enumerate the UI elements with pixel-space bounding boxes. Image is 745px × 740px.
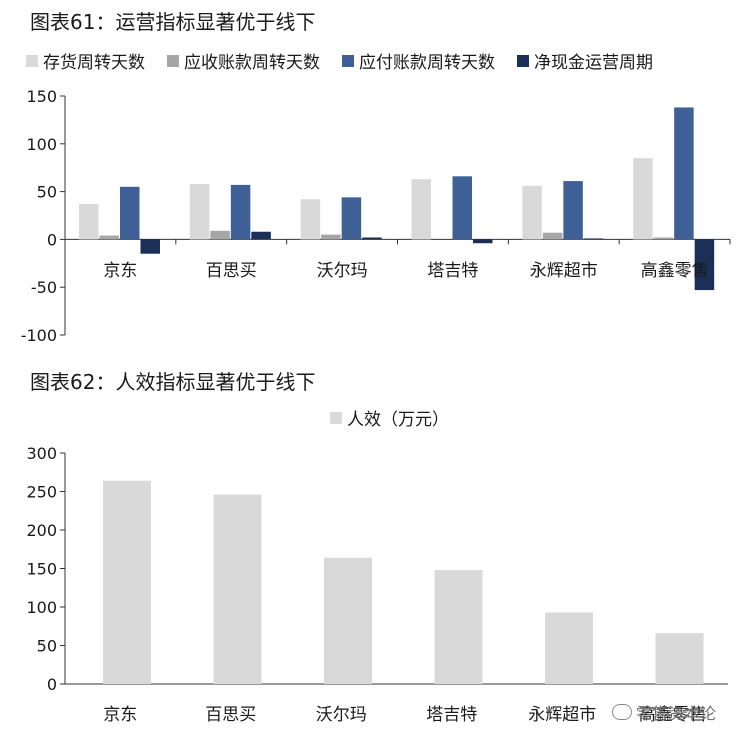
y-tick-label: 150	[26, 560, 57, 579]
bar-cash-cycle-4	[473, 239, 493, 244]
legend-swatch-payable-days	[342, 54, 354, 67]
bar-receivable-days-3	[321, 234, 341, 240]
watermark: 零售资本论	[612, 700, 716, 724]
bar-inventory-days-4	[411, 179, 431, 240]
bar-receivable-days-1	[99, 235, 119, 240]
bar-per-capita-2	[213, 494, 262, 684]
bar-receivable-days-2	[210, 230, 230, 240]
y-tick-label: 150	[26, 87, 57, 106]
bar-cash-cycle-5	[583, 238, 604, 240]
watermark-text: 零售资本论	[636, 704, 717, 723]
bar-payable-days-1	[120, 186, 140, 240]
legend-label-receivable-days: 应收账款周转天数	[184, 53, 320, 73]
x-category-label: 塔吉特	[426, 705, 477, 725]
bar-inventory-days-1	[79, 204, 99, 240]
bar-cash-cycle-3	[362, 237, 382, 240]
x-category-label: 沃尔玛	[317, 261, 368, 281]
bar-payable-days-5	[563, 181, 583, 240]
y-tick-label: 100	[26, 135, 57, 154]
y-tick-label: 200	[26, 521, 57, 540]
legend-item-per-capita: 人效（万元）	[330, 405, 449, 430]
wechat-icon	[612, 704, 632, 720]
x-category-label: 百思买	[206, 261, 257, 281]
legend-item-cash-cycle: 净现金运营周期	[517, 48, 653, 73]
x-category-label: 京东	[103, 261, 137, 281]
x-category-label: 永辉超市	[530, 261, 598, 281]
bar-receivable-days-6	[653, 237, 674, 240]
x-category-label: 塔吉特	[427, 261, 478, 281]
figure-62-title: 图表62：人效指标显著优于线下	[30, 370, 316, 394]
y-tick-label: 50	[37, 183, 57, 202]
bar-cash-cycle-2	[251, 231, 271, 240]
bar-receivable-days-5	[542, 232, 563, 240]
y-tick-label: -50	[31, 278, 57, 297]
y-tick-label: 300	[26, 444, 57, 463]
x-category-label: 高鑫零售	[639, 705, 707, 725]
legend-label-per-capita: 人效（万元）	[347, 410, 449, 430]
bar-inventory-days-2	[189, 183, 210, 240]
legend-swatch-inventory-days	[26, 54, 38, 67]
x-category-label: 京东	[103, 705, 137, 725]
y-tick-label: 50	[37, 637, 57, 656]
bar-inventory-days-3	[300, 199, 321, 240]
bar-payable-days-3	[341, 197, 362, 240]
legend-swatch-receivable-days	[167, 54, 179, 67]
bar-payable-days-4	[452, 176, 472, 240]
chart2-legend: 人效（万元）	[330, 405, 471, 430]
legend-swatch-cash-cycle	[517, 54, 529, 67]
bar-per-capita-1	[103, 480, 151, 684]
legend-label-cash-cycle: 净现金运营周期	[534, 53, 653, 73]
bar-cash-cycle-6	[694, 239, 715, 291]
x-category-label: 高鑫零售	[641, 261, 709, 281]
y-tick-label: 0	[47, 230, 57, 249]
legend-item-payable-days: 应付账款周转天数	[342, 48, 495, 73]
bar-per-capita-3	[324, 557, 372, 684]
legend-label-inventory-days: 存货周转天数	[43, 53, 145, 73]
x-category-label: 沃尔玛	[316, 705, 367, 725]
y-tick-label: 250	[26, 483, 57, 502]
y-tick-label: -100	[21, 326, 57, 345]
bar-per-capita-4	[434, 570, 483, 684]
legend-label-payable-days: 应付账款周转天数	[359, 53, 495, 73]
bar-payable-days-2	[230, 184, 251, 240]
bar-per-capita-6	[655, 633, 704, 684]
chart1-operating-metrics: 150 100 50 0 -50 -100 京东 百思买 沃尔玛 塔吉特 永辉超市 高鑫零售	[21, 87, 731, 345]
y-tick-label: 100	[26, 598, 57, 617]
x-category-label: 永辉超市	[528, 705, 596, 725]
bar-cash-cycle-1	[140, 239, 160, 254]
y-tick-label: 0	[47, 675, 57, 694]
bar-inventory-days-6	[633, 158, 653, 240]
bar-per-capita-5	[545, 612, 593, 684]
chart1-legend: 存货周转天数 应收账款周转天数 应付账款周转天数 净现金运营周期	[26, 48, 675, 73]
legend-item-inventory-days: 存货周转天数	[26, 48, 145, 73]
bar-payable-days-6	[674, 107, 694, 240]
x-category-label: 百思买	[205, 705, 256, 725]
legend-swatch-per-capita	[330, 411, 342, 424]
legend-item-receivable-days: 应收账款周转天数	[167, 48, 320, 73]
bar-inventory-days-5	[522, 185, 542, 240]
figure-61-title: 图表61：运营指标显著优于线下	[30, 10, 316, 34]
